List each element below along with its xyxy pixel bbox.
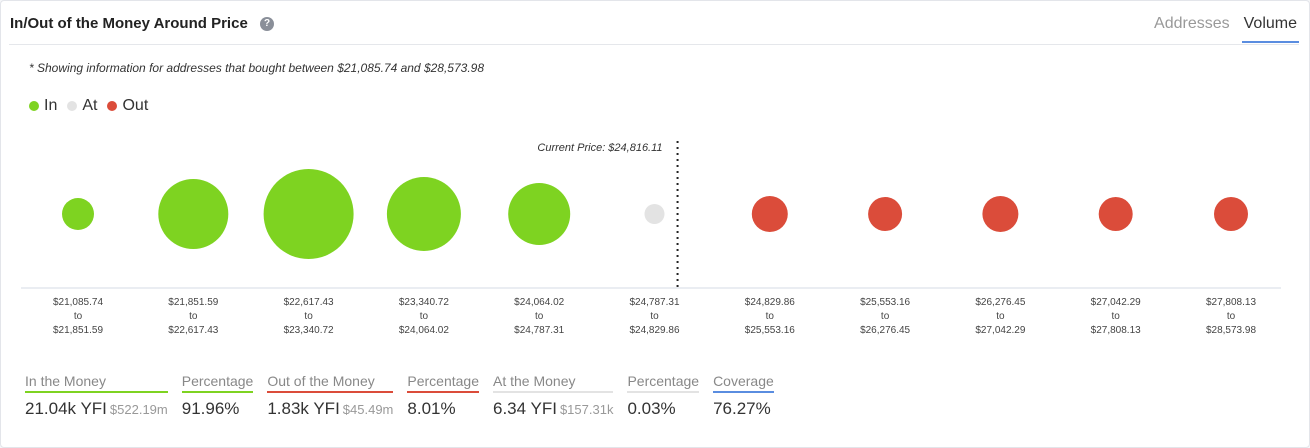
tick-label: $27,042.29 xyxy=(975,325,1025,336)
stat-in-the-money: In the Money 21.04k YFI $522.19m xyxy=(25,373,168,419)
stat-main-value: 0.03% xyxy=(627,399,676,418)
bubble-in[interactable] xyxy=(263,169,354,259)
legend-label-at: At xyxy=(82,97,98,114)
stat-value: 1.83k YFI $45.49m xyxy=(267,399,393,419)
stat-heading: At the Money xyxy=(493,373,614,393)
legend: In At Out xyxy=(29,97,158,115)
bubble-chart: $21,085.74 to $21,851.59 $21,851.59 to $22,61… xyxy=(1,1,1310,351)
tick-label-to: to xyxy=(1227,311,1236,322)
tick-label: $26,276.45 xyxy=(860,325,910,336)
legend-dot-in xyxy=(29,101,39,111)
tick-label: $24,787.31 xyxy=(514,325,564,336)
stat-heading: Coverage xyxy=(713,373,774,393)
tick-label-to: to xyxy=(650,311,659,322)
stat-sub-value: $522.19m xyxy=(109,402,168,417)
bubble-in[interactable] xyxy=(158,179,229,249)
stat-heading: Percentage xyxy=(627,373,700,393)
stat-at-the-money: At the Money 6.34 YFI $157.31k xyxy=(493,373,614,419)
stat-heading: Percentage xyxy=(181,373,254,393)
page-title: In/Out of the Money Around Price xyxy=(10,15,248,32)
tick-label: $24,787.31 xyxy=(629,297,679,308)
stat-coverage: Coverage 76.27% xyxy=(713,373,774,419)
header-divider xyxy=(9,44,1299,45)
tick-label-to: to xyxy=(420,311,429,322)
tick-label: $25,553.16 xyxy=(745,325,795,336)
stat-main-value: 1.83k YFI xyxy=(267,399,340,418)
bubble-out[interactable] xyxy=(1098,197,1133,231)
stat-value: 0.03% xyxy=(627,399,699,419)
bubble-in[interactable] xyxy=(62,198,94,230)
tick-label-to: to xyxy=(881,311,890,322)
legend-dot-at xyxy=(67,101,78,111)
tick-label: $21,851.59 xyxy=(53,325,103,336)
tick-label: $24,829.86 xyxy=(629,325,679,336)
tick-label: $24,064.02 xyxy=(399,325,449,336)
stat-value: 8.01% xyxy=(407,399,479,419)
tick-label: $28,573.98 xyxy=(1206,325,1256,336)
tick-label-to: to xyxy=(996,311,1005,322)
tick-label-to: to xyxy=(304,311,313,322)
tab-volume[interactable]: Volume xyxy=(1241,15,1299,43)
bubble-out[interactable] xyxy=(982,196,1019,232)
stat-main-value: 21.04k YFI xyxy=(25,399,107,418)
stat-value: 91.96% xyxy=(182,399,254,419)
stat-out-of-the-money: Out of the Money 1.83k YFI $45.49m xyxy=(267,373,394,419)
bubble-in[interactable] xyxy=(386,177,461,251)
tick-label: $23,340.72 xyxy=(399,297,449,308)
bubble-at[interactable] xyxy=(644,204,665,224)
stat-at-percentage: Percentage 0.03% xyxy=(627,373,700,419)
bubble-in[interactable] xyxy=(508,183,571,245)
tick-label: $23,340.72 xyxy=(284,325,334,336)
tick-label: $24,829.86 xyxy=(745,297,795,308)
range-note: * Showing information for addresses that… xyxy=(29,61,484,75)
stat-in-percentage: Percentage 91.96% xyxy=(181,373,254,419)
tab-addresses[interactable]: Addresses xyxy=(1154,15,1230,32)
bubble-out[interactable] xyxy=(1214,197,1248,231)
bubble-out[interactable] xyxy=(751,196,788,232)
stat-heading: Percentage xyxy=(407,373,479,393)
tick-label: $27,808.13 xyxy=(1091,325,1141,336)
stat-out-percentage: Percentage 8.01% xyxy=(407,373,479,419)
stat-sub-value: $45.49m xyxy=(342,402,394,417)
tick-label-to: to xyxy=(189,311,198,322)
stat-value: 76.27% xyxy=(713,399,774,419)
tick-label: $22,617.43 xyxy=(284,297,334,308)
tick-label: $26,276.45 xyxy=(975,297,1025,308)
view-tabs: Addresses Volume xyxy=(1142,15,1299,43)
legend-item-at[interactable]: At xyxy=(67,97,97,115)
tick-label: $21,085.74 xyxy=(53,297,103,308)
legend-label-in: In xyxy=(44,97,58,114)
legend-dot-out xyxy=(107,101,118,111)
stat-main-value: 8.01% xyxy=(407,399,456,418)
stat-heading: In the Money xyxy=(25,373,168,393)
stat-value: 6.34 YFI $157.31k xyxy=(493,399,613,419)
stat-sub-value: $157.31k xyxy=(559,402,614,417)
stat-main-value: 91.96% xyxy=(181,399,240,418)
stat-heading: Out of the Money xyxy=(267,373,394,393)
current-price-label: Current Price: $24,816.11 xyxy=(537,142,662,154)
summary-stats: In the Money 21.04k YFI $522.19m Percenta… xyxy=(25,373,788,419)
stat-value: 21.04k YFI $522.19m xyxy=(25,399,168,419)
tick-label: $25,553.16 xyxy=(860,297,910,308)
stat-main-value: 76.27% xyxy=(713,399,771,418)
help-icon[interactable]: ? xyxy=(260,17,274,31)
tick-label: $21,851.59 xyxy=(168,297,218,308)
tick-label-to: to xyxy=(766,311,775,322)
bubble-chart-svg: $21,085.74 to $21,851.59 $21,851.59 to $22,61… xyxy=(21,141,1281,336)
tick-label: $24,064.02 xyxy=(514,297,564,308)
tick-label-to: to xyxy=(74,311,83,322)
tick-label-to: to xyxy=(535,311,544,322)
bubble-out[interactable] xyxy=(868,197,903,231)
legend-label-out: Out xyxy=(122,97,149,114)
tick-label: $22,617.43 xyxy=(168,325,218,336)
tick-label: $27,808.13 xyxy=(1206,297,1256,308)
stat-main-value: 6.34 YFI xyxy=(493,399,557,418)
tick-label-to: to xyxy=(1112,311,1121,322)
legend-item-out[interactable]: Out xyxy=(107,97,148,115)
legend-item-in[interactable]: In xyxy=(29,97,57,115)
tick-label: $27,042.29 xyxy=(1091,297,1141,308)
